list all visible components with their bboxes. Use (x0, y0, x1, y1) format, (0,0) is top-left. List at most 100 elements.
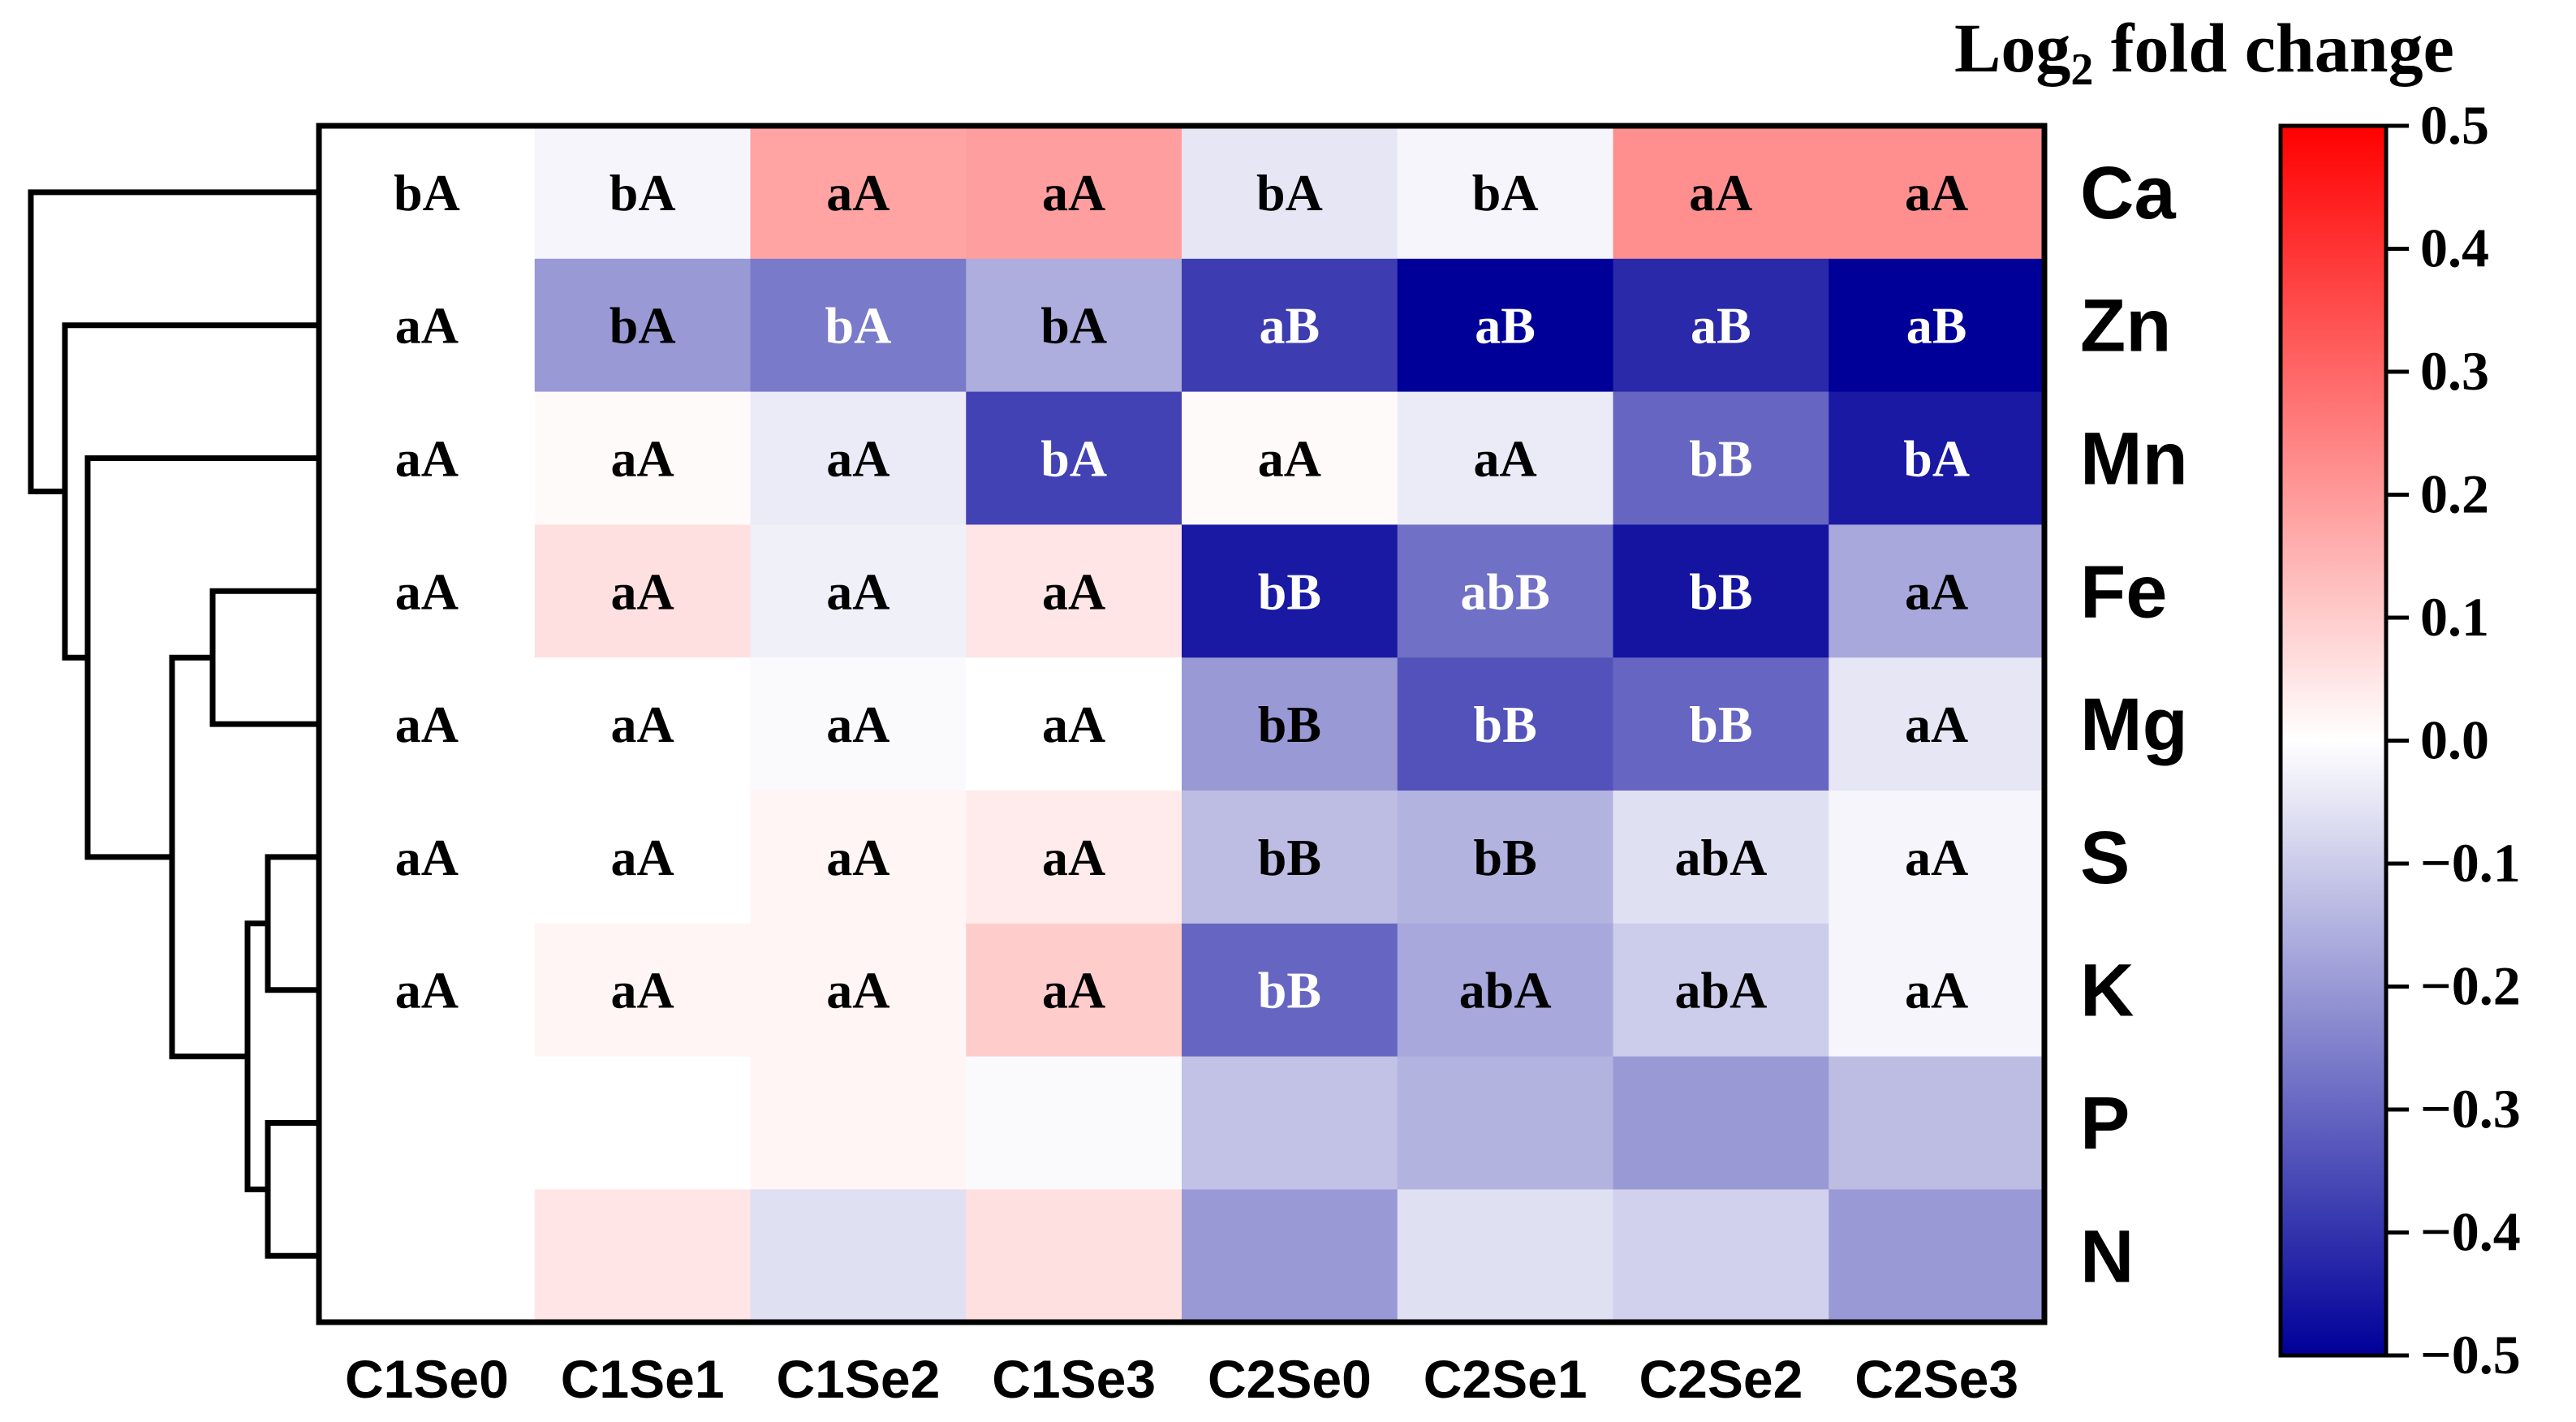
cell-annotation: bB (1473, 696, 1536, 753)
cell-annotation: bA (1903, 430, 1970, 488)
row-label: K (2080, 950, 2134, 1032)
colorbar-tick-label: −0.4 (2420, 1201, 2521, 1263)
cell-annotation: aA (826, 696, 890, 753)
heatmap-cell (534, 1056, 752, 1190)
heatmap-cell (1613, 791, 1829, 924)
colorbar-ticks: 0.5 0.4 0.3 0.2 0.1 0.0 −0.1 −0.2 −0.3 −0.4 −0.5 (2386, 94, 2521, 1385)
heatmap-cell (1829, 391, 2045, 525)
cell-annotation: abA (1674, 829, 1767, 886)
heatmap-cell (1397, 1189, 1614, 1323)
heatmap-cell (750, 1189, 967, 1323)
cell-annotation: aA (395, 430, 459, 488)
heatmap-cell (534, 923, 752, 1058)
column-label: C2Se1 (1424, 1349, 1587, 1409)
heatmap-cell (1613, 657, 1829, 791)
cell-annotation: aA (1042, 562, 1105, 620)
cell-annotation: bA (825, 297, 891, 355)
heatmap-cell (1182, 923, 1398, 1058)
cell-annotation: bA (1256, 164, 1323, 222)
heatmap-cell (319, 1056, 536, 1190)
heatmap-cell (1182, 126, 1398, 260)
cell-annotation: bB (1258, 696, 1321, 753)
heatmap-cell (750, 923, 967, 1058)
cell-annotation: bA (610, 164, 676, 222)
cell-annotation: aA (611, 829, 674, 886)
cell-annotation: bB (1689, 430, 1752, 488)
heatmap-cell (1397, 391, 1614, 525)
cell-annotation: aA (395, 962, 459, 1019)
colorbar (2278, 123, 2389, 1358)
heatmap-cell (1182, 791, 1398, 924)
heatmap-cell (534, 126, 752, 260)
heatmap-cell (1829, 524, 2045, 658)
cell-annotation: abA (1459, 962, 1552, 1019)
cell-annotation: bA (610, 297, 676, 355)
dendrogram-branch (265, 854, 319, 993)
cell-annotation: aA (1689, 164, 1752, 222)
heatmap-cell (1397, 258, 1614, 393)
colorbar-tick-label: −0.1 (2420, 832, 2521, 894)
cell-annotation: aA (1905, 829, 1968, 886)
dendrogram-branch (28, 189, 319, 494)
cell-annotation: aA (1042, 962, 1105, 1019)
heatmap-cell (750, 126, 967, 260)
heatmap-cells (319, 126, 2045, 1323)
heatmap-cell (750, 258, 967, 393)
heatmap-cell (1829, 1056, 2045, 1190)
cell-annotation: aA (611, 962, 674, 1019)
cell-annotation: aA (611, 430, 674, 488)
cell-annotation: bB (1473, 829, 1536, 886)
column-label: C2Se2 (1639, 1349, 1803, 1409)
dendrogram-branch (265, 1120, 319, 1259)
heatmap-cell (1182, 1189, 1398, 1323)
heatmap-cell (1829, 126, 2045, 260)
heatmap-cell (319, 126, 536, 260)
heatmap-cell (1397, 791, 1614, 924)
cell-annotation: aA (1258, 430, 1321, 488)
heatmap-cell (1829, 1189, 2045, 1323)
heatmap-cell (966, 126, 1182, 260)
heatmap-cell (534, 524, 752, 658)
heatmap-cell (1613, 1189, 1829, 1323)
heatmap-cell (1397, 126, 1614, 260)
heatmap-cell (1829, 923, 2045, 1058)
heatmap-border (316, 123, 2048, 1325)
dendrogram-branch (244, 920, 268, 1192)
cell-annotation: aA (826, 962, 890, 1019)
dendrogram-branch (209, 588, 319, 727)
heatmap-cell (1613, 524, 1829, 658)
heatmap-cell (1182, 391, 1398, 525)
colorbar-title: Log2 fold change (1954, 9, 2454, 95)
heatmap-cell (1613, 258, 1829, 393)
colorbar-tick-label: 0.0 (2420, 709, 2489, 771)
heatmap-cell (1182, 657, 1398, 791)
column-label: C1Se1 (561, 1349, 725, 1409)
cell-annotation: abA (1674, 962, 1767, 1019)
heatmap-cell (1829, 791, 2045, 924)
cell-annotation: aA (826, 829, 890, 886)
heatmap-cell (966, 524, 1182, 658)
cell-annotation: aA (826, 562, 890, 620)
heatmap-cell (1397, 923, 1614, 1058)
heatmap-cell (534, 391, 752, 525)
column-label: C1Se3 (992, 1349, 1156, 1409)
heatmap-cell (1397, 657, 1614, 791)
dendrogram-branch (62, 322, 319, 661)
cell-annotation: bB (1689, 696, 1752, 753)
heatmap-cell (319, 791, 536, 924)
cell-annotation: aA (395, 829, 459, 886)
heatmap-cell (966, 391, 1182, 525)
cell-annotation: bB (1258, 962, 1321, 1019)
column-label: C2Se3 (1854, 1349, 2018, 1409)
cell-annotation: abB (1460, 562, 1549, 620)
cell-annotation: bB (1258, 562, 1321, 620)
row-label: P (2080, 1083, 2130, 1166)
cell-annotation: aA (1042, 696, 1105, 753)
heatmap-cell (966, 1056, 1182, 1190)
cell-annotation: bA (394, 164, 460, 222)
colorbar-tick-label: −0.3 (2420, 1078, 2521, 1140)
heatmap-cell (750, 657, 967, 791)
cell-annotation: bB (1258, 829, 1321, 886)
heatmap-cell (966, 923, 1182, 1058)
